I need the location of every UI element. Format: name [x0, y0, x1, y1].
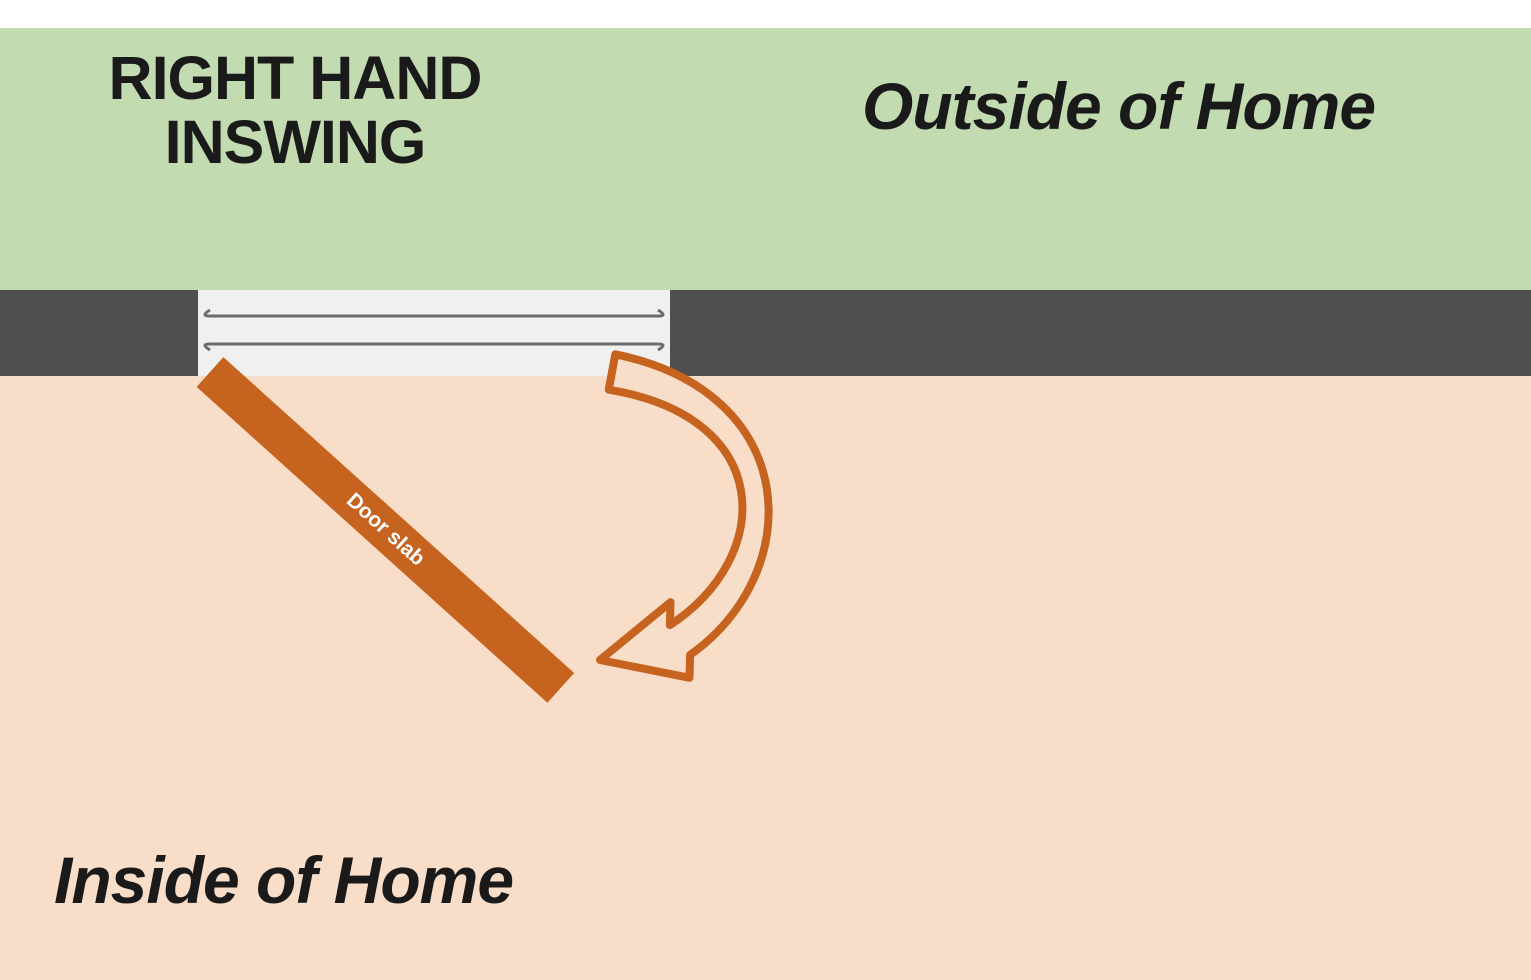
title-line-1: RIGHT HAND	[109, 44, 482, 112]
diagram-canvas: Door slab RIGHT HAND INSWING Outside of …	[0, 0, 1531, 980]
diagram-title: RIGHT HAND INSWING	[80, 46, 510, 174]
outside-label: Outside of Home	[862, 68, 1375, 144]
title-line-2: INSWING	[165, 108, 426, 176]
inside-label: Inside of Home	[54, 842, 513, 918]
